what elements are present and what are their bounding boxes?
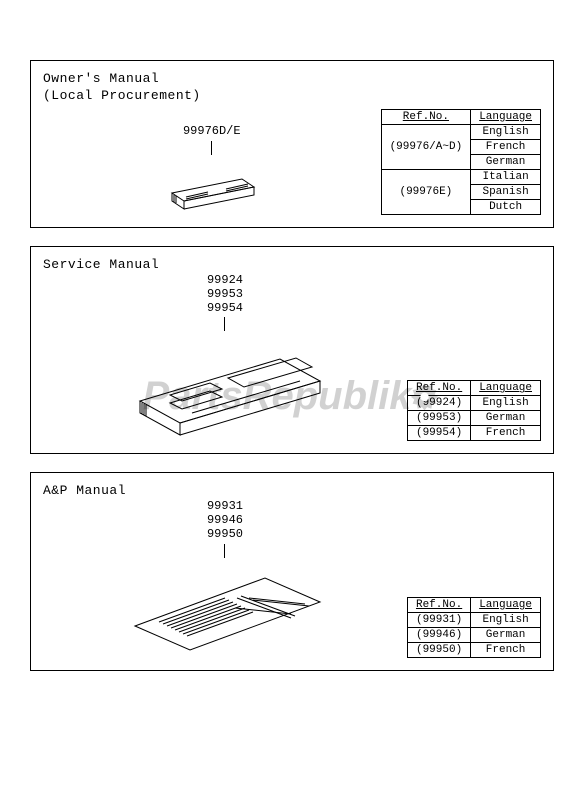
panel-ap-manual: A&P Manual 99931 99946 99950 xyxy=(30,472,554,670)
panel-content: 99976D/E xyxy=(43,109,541,215)
table-header-lang: Language xyxy=(471,381,541,396)
table-cell: English xyxy=(471,396,541,411)
panel-title: Service Manual xyxy=(43,257,541,272)
callout-text: 99976D/E xyxy=(183,124,241,138)
callout-label: 99924 99953 99954 xyxy=(207,274,243,315)
table-cell: (99953) xyxy=(407,411,470,426)
table-header-lang: Language xyxy=(471,110,541,125)
callout-text: 99953 xyxy=(207,288,243,302)
owners-manual-table: Ref.No. Language (99976/A~D) English Fre… xyxy=(381,109,541,215)
table-header-ref: Ref.No. xyxy=(407,597,470,612)
table-cell: Italian xyxy=(471,170,541,185)
table-cell: German xyxy=(471,411,541,426)
callout-text: 99950 xyxy=(207,528,243,542)
panel-content: 99924 99953 99954 xyxy=(43,274,541,441)
table-cell: English xyxy=(471,125,541,140)
table-header-ref: Ref.No. xyxy=(381,110,471,125)
table-cell: (99950) xyxy=(407,642,470,657)
sheet-icon xyxy=(115,558,335,658)
table-cell: (99931) xyxy=(407,612,470,627)
panel-owners-manual: Owner's Manual (Local Procurement) 99976… xyxy=(30,60,554,228)
table-cell: French xyxy=(471,642,541,657)
table-cell: German xyxy=(471,627,541,642)
table-header-ref: Ref.No. xyxy=(407,381,470,396)
callout-label: 99976D/E xyxy=(183,125,241,139)
table-cell: English xyxy=(471,612,541,627)
owners-manual-drawing: 99976D/E xyxy=(43,125,381,215)
table-cell: French xyxy=(471,140,541,155)
panel-content: 99931 99946 99950 xyxy=(43,500,541,657)
table-cell: (99976E) xyxy=(381,170,471,215)
callout-label: 99931 99946 99950 xyxy=(207,500,243,541)
service-manual-drawing: 99924 99953 99954 xyxy=(43,274,407,441)
panel-subtitle: (Local Procurement) xyxy=(43,88,541,103)
table-cell: (99924) xyxy=(407,396,470,411)
ap-manual-drawing: 99931 99946 99950 xyxy=(43,500,407,657)
leader-line xyxy=(224,544,225,558)
panel-service-manual: Service Manual 99924 99953 99954 xyxy=(30,246,554,454)
leader-line xyxy=(224,317,225,331)
small-book-icon xyxy=(152,155,272,215)
table-header-lang: Language xyxy=(471,597,541,612)
service-manual-table: Ref.No. Language (99924) English (99953)… xyxy=(407,380,541,441)
large-book-icon xyxy=(110,331,340,441)
leader-line xyxy=(211,141,212,155)
panel-title: A&P Manual xyxy=(43,483,541,498)
table-cell: (99976/A~D) xyxy=(381,125,471,170)
callout-text: 99924 xyxy=(207,274,243,288)
callout-text: 99931 xyxy=(207,500,243,514)
table-cell: French xyxy=(471,426,541,441)
table-cell: Dutch xyxy=(471,200,541,215)
ap-manual-table: Ref.No. Language (99931) English (99946)… xyxy=(407,597,541,658)
callout-text: 99946 xyxy=(207,514,243,528)
table-cell: (99946) xyxy=(407,627,470,642)
panel-title: Owner's Manual xyxy=(43,71,541,86)
table-cell: Spanish xyxy=(471,185,541,200)
callout-text: 99954 xyxy=(207,302,243,316)
table-cell: German xyxy=(471,155,541,170)
table-cell: (99954) xyxy=(407,426,470,441)
